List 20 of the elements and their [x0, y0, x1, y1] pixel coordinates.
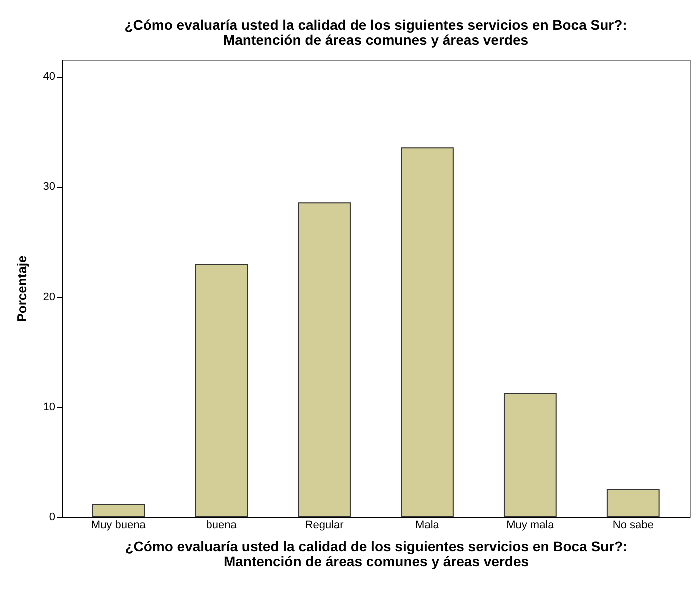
y-tick-label: 30 [43, 181, 56, 194]
y-axis-title: Porcentaje [14, 256, 30, 322]
x-tick-label: Regular [305, 520, 344, 532]
bar [606, 488, 660, 518]
bar [195, 264, 248, 518]
x-axis-title: ¿Cómo evaluaría usted la calidad de los siguientes servicios en Boca Sur?: Mantención de áreas comunes y áreas verdes [125, 538, 628, 570]
bar [92, 504, 146, 518]
y-tick-label: 0 [49, 512, 56, 524]
bar [401, 148, 454, 518]
x-tick-label: buena [206, 520, 238, 532]
y-tick-label: 20 [43, 291, 56, 304]
y-tick-label: 40 [43, 71, 56, 84]
x-tick-label: Muy buena [91, 520, 147, 532]
y-tick-label: 10 [43, 401, 56, 414]
x-tick-label: Mala [416, 520, 440, 532]
chart-title: ¿Cómo evaluaría usted la calidad de los siguientes servicios en Boca Sur?: Mantención de áreas comunes y áreas verdes [124, 17, 628, 48]
bar [504, 393, 557, 518]
x-tick-label: Muy mala [506, 520, 556, 532]
x-tick-label: No sabe [612, 520, 654, 532]
bar [298, 202, 351, 518]
